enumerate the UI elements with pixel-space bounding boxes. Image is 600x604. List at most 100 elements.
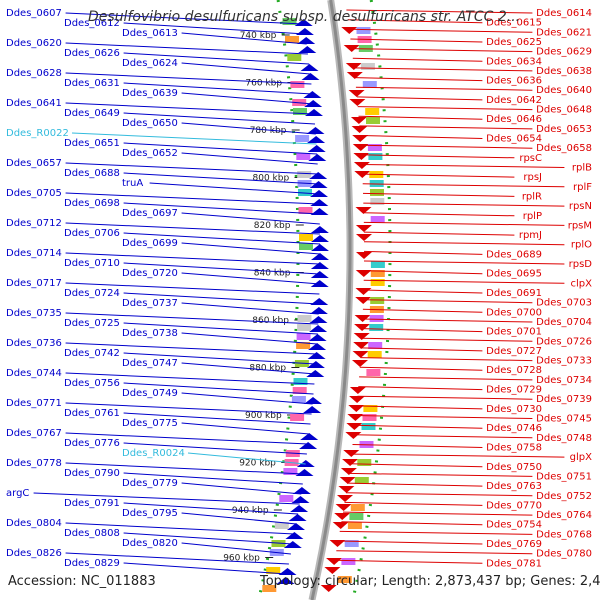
gene-label[interactable]: Ddes_0808 [64, 528, 120, 539]
gene-label[interactable]: clpX [571, 278, 593, 289]
gene-label[interactable]: Ddes_0634 [486, 56, 542, 67]
gene-label[interactable]: Ddes_0752 [536, 491, 592, 502]
gene-label[interactable]: Ddes_0771 [6, 398, 62, 409]
gene-label[interactable]: Ddes_0769 [486, 539, 542, 550]
gene-label[interactable]: rpsJ [523, 172, 542, 183]
gene-label[interactable]: Ddes_0727 [486, 346, 542, 357]
gene-label[interactable]: truA [122, 178, 143, 189]
gene-label[interactable]: Ddes_0758 [486, 443, 542, 454]
gene-label[interactable]: Ddes_0767 [6, 428, 62, 439]
gene-label[interactable]: rplP [523, 211, 542, 222]
gene-label[interactable]: Ddes_0657 [6, 158, 62, 169]
gene-label[interactable]: Ddes_0724 [64, 288, 120, 299]
gene-label[interactable]: rpsM [568, 220, 592, 231]
gene-label[interactable]: Ddes_0698 [64, 198, 120, 209]
gene-label[interactable]: Ddes_0712 [6, 218, 62, 229]
gene-label[interactable]: Ddes_0725 [64, 318, 120, 329]
gene-label[interactable]: Ddes_0607 [6, 8, 62, 19]
gene-label[interactable]: Ddes_0650 [122, 118, 178, 129]
gene-label[interactable]: Ddes_0738 [122, 328, 178, 339]
gene-label[interactable]: rpmJ [519, 230, 542, 241]
gene-label[interactable]: rplR [522, 191, 542, 202]
gene-label[interactable]: Ddes_0658 [536, 143, 592, 154]
gene-label[interactable]: Ddes_0763 [486, 481, 542, 492]
gene-label[interactable]: Ddes_0744 [6, 368, 62, 379]
gene-label[interactable]: Ddes_0717 [6, 278, 62, 289]
gene-label[interactable]: Ddes_0795 [122, 508, 178, 519]
gene-label[interactable]: Ddes_0615 [486, 18, 542, 29]
gene-label[interactable]: Ddes_0646 [486, 114, 542, 125]
gene-label[interactable]: Ddes_0737 [122, 298, 178, 309]
gene-label[interactable]: argC [6, 488, 29, 499]
gene-label[interactable]: Ddes_0652 [122, 148, 178, 159]
gene-label[interactable]: Ddes_0728 [486, 365, 542, 376]
gene-label[interactable]: Ddes_0829 [64, 558, 120, 569]
gene-label[interactable]: Ddes_R0022 [6, 128, 69, 139]
gene-label[interactable]: rpsC [519, 153, 542, 164]
gene-label[interactable]: Ddes_0747 [122, 358, 178, 369]
gene-label[interactable]: Ddes_0624 [122, 58, 178, 69]
gene-label[interactable]: Ddes_0691 [486, 288, 542, 299]
gene-label[interactable]: Ddes_0703 [536, 298, 592, 309]
gene-label[interactable]: Ddes_0705 [6, 188, 62, 199]
gene-label[interactable]: Ddes_0651 [64, 138, 120, 149]
gene-label[interactable]: Ddes_0706 [64, 228, 120, 239]
gene-label[interactable]: Ddes_0770 [486, 500, 542, 511]
gene-label[interactable]: Ddes_0700 [486, 307, 542, 318]
gene-label[interactable]: Ddes_0780 [536, 549, 592, 560]
gene-label[interactable]: Ddes_0746 [486, 423, 542, 434]
gene-label[interactable]: Ddes_0613 [122, 28, 178, 39]
gene-label[interactable]: Ddes_0649 [64, 108, 120, 119]
gene-label[interactable]: Ddes_0689 [486, 249, 542, 260]
gene-label[interactable]: rplF [573, 182, 592, 193]
gene-label[interactable]: Ddes_0826 [6, 548, 62, 559]
gene-label[interactable]: Ddes_0775 [122, 418, 178, 429]
gene-label[interactable]: Ddes_0726 [536, 336, 592, 347]
gene-label[interactable]: Ddes_0764 [536, 510, 592, 521]
gene-label[interactable]: Ddes_0791 [64, 498, 120, 509]
gene-label[interactable]: Ddes_0710 [64, 258, 120, 269]
gene-label[interactable]: Ddes_R0024 [122, 448, 185, 459]
gene-label[interactable]: Ddes_0739 [536, 394, 592, 405]
gene-label[interactable]: Ddes_0735 [6, 308, 62, 319]
gene-label[interactable]: Ddes_0621 [536, 27, 592, 38]
gene-label[interactable]: Ddes_0778 [6, 458, 62, 469]
gene-label[interactable]: Ddes_0714 [6, 248, 62, 259]
gene-label[interactable]: Ddes_0761 [64, 408, 120, 419]
gene-label[interactable]: Ddes_0751 [536, 471, 592, 482]
gene-label[interactable]: Ddes_0638 [536, 66, 592, 77]
gene-label[interactable]: Ddes_0750 [486, 462, 542, 473]
gene-label[interactable]: Ddes_0754 [486, 520, 542, 531]
gene-label[interactable]: Ddes_0628 [6, 68, 62, 79]
gene-label[interactable]: Ddes_0733 [536, 356, 592, 367]
gene-label[interactable]: Ddes_0729 [486, 385, 542, 396]
gene-label[interactable]: Ddes_0697 [122, 208, 178, 219]
gene-label[interactable]: Ddes_0688 [64, 168, 120, 179]
gene-label[interactable]: Ddes_0768 [536, 529, 592, 540]
gene-label[interactable]: Ddes_0699 [122, 238, 178, 249]
gene-label[interactable]: Ddes_0629 [536, 47, 592, 58]
gene-label[interactable]: Ddes_0639 [122, 88, 178, 99]
gene-label[interactable]: Ddes_0641 [6, 98, 62, 109]
gene-label[interactable]: Ddes_0642 [486, 95, 542, 106]
gene-label[interactable]: Ddes_0745 [536, 414, 592, 425]
gene-label[interactable]: Ddes_0742 [64, 348, 120, 359]
gene-label[interactable]: Ddes_0790 [64, 468, 120, 479]
gene-label[interactable]: rplO [571, 240, 592, 251]
gene-label[interactable]: Ddes_0804 [6, 518, 62, 529]
gene-label[interactable]: Ddes_0614 [536, 8, 592, 19]
gene-label[interactable]: Ddes_0631 [64, 78, 120, 89]
gene-label[interactable]: rpsD [569, 259, 593, 270]
gene-label[interactable]: Ddes_0695 [486, 269, 542, 280]
gene-label[interactable]: Ddes_0653 [536, 124, 592, 135]
gene-label[interactable]: Ddes_0626 [64, 48, 120, 59]
gene-label[interactable]: Ddes_0704 [536, 317, 592, 328]
gene-label[interactable]: Ddes_0776 [64, 438, 120, 449]
gene-label[interactable]: glpX [570, 452, 592, 463]
gene-label[interactable]: Ddes_0820 [122, 538, 178, 549]
gene-label[interactable]: Ddes_0756 [64, 378, 120, 389]
gene-label[interactable]: Ddes_0720 [122, 268, 178, 279]
gene-label[interactable]: Ddes_0749 [122, 388, 178, 399]
gene-label[interactable]: Ddes_0640 [536, 85, 592, 96]
gene-label[interactable]: Ddes_0620 [6, 38, 62, 49]
